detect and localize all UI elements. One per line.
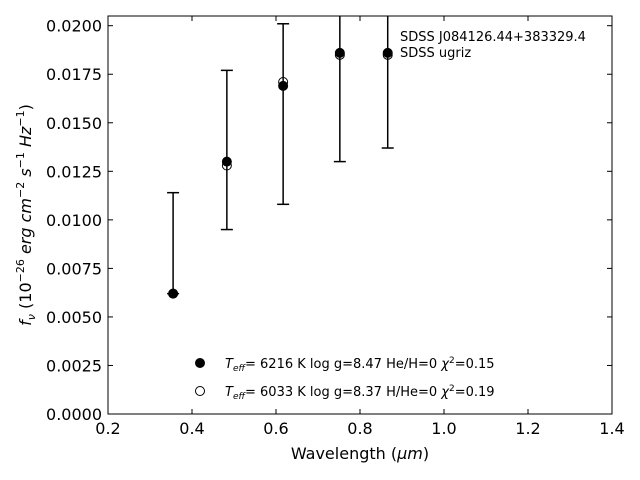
x-tick-label: 1.2 (515, 419, 540, 438)
plot-background (108, 16, 612, 414)
annotation-object-name: SDSS J084126.44+383329.4 (400, 30, 586, 45)
x-tick-label: 0.8 (347, 419, 372, 438)
data-markers (168, 47, 393, 299)
model-point-open (278, 77, 289, 88)
x-tick-label: 1.0 (431, 419, 456, 438)
y-tick-label: 0.0125 (46, 162, 102, 181)
legend-entry-2: Teff= 6033 K log g=8.37 H/He=0 χ2=0.19 (225, 384, 495, 402)
y-tick-label: 0.0075 (46, 259, 102, 278)
model-point-open (334, 49, 345, 60)
x-tick-label: 0.2 (95, 419, 120, 438)
model-point-open (221, 160, 232, 171)
y-tick-label: 0.0025 (46, 356, 102, 375)
model-point-filled (278, 80, 289, 91)
y-tick-label: 0.0100 (46, 211, 102, 230)
y-axis-title: fν (10−26 erg cm−2 s−1 Hz−1) (14, 104, 38, 326)
legend-marker-open (195, 386, 205, 396)
legend-marker-filled (195, 358, 205, 368)
x-tick-label: 1.4 (599, 419, 624, 438)
model-point-open (168, 288, 179, 299)
axis-tick-labels: 0.2 0.4 0.6 0.8 1.0 1.2 1.4 0.0000 0.0025 0.0050 0… (46, 17, 625, 438)
legend: Teff= 6216 K log g=8.47 He/H=0 χ2=0.15 T… (195, 356, 495, 402)
x-axis-title: Wavelength (μm) (291, 444, 429, 463)
model-point-open (382, 49, 393, 60)
plot-frame (107, 15, 613, 415)
y-tick-label: 0.0200 (46, 17, 102, 36)
annotation-filter-set: SDSS ugriz (400, 46, 471, 61)
legend-entry-1: Teff= 6216 K log g=8.47 He/H=0 χ2=0.15 (225, 356, 495, 374)
y-tick-label: 0.0000 (46, 405, 102, 424)
y-tick-label: 0.0175 (46, 65, 102, 84)
x-tick-label: 0.6 (263, 419, 288, 438)
y-tick-label: 0.0050 (46, 308, 102, 327)
y-tick-label: 0.0150 (46, 114, 102, 133)
model-point-filled (221, 156, 232, 167)
x-tick-label: 0.4 (179, 419, 204, 438)
